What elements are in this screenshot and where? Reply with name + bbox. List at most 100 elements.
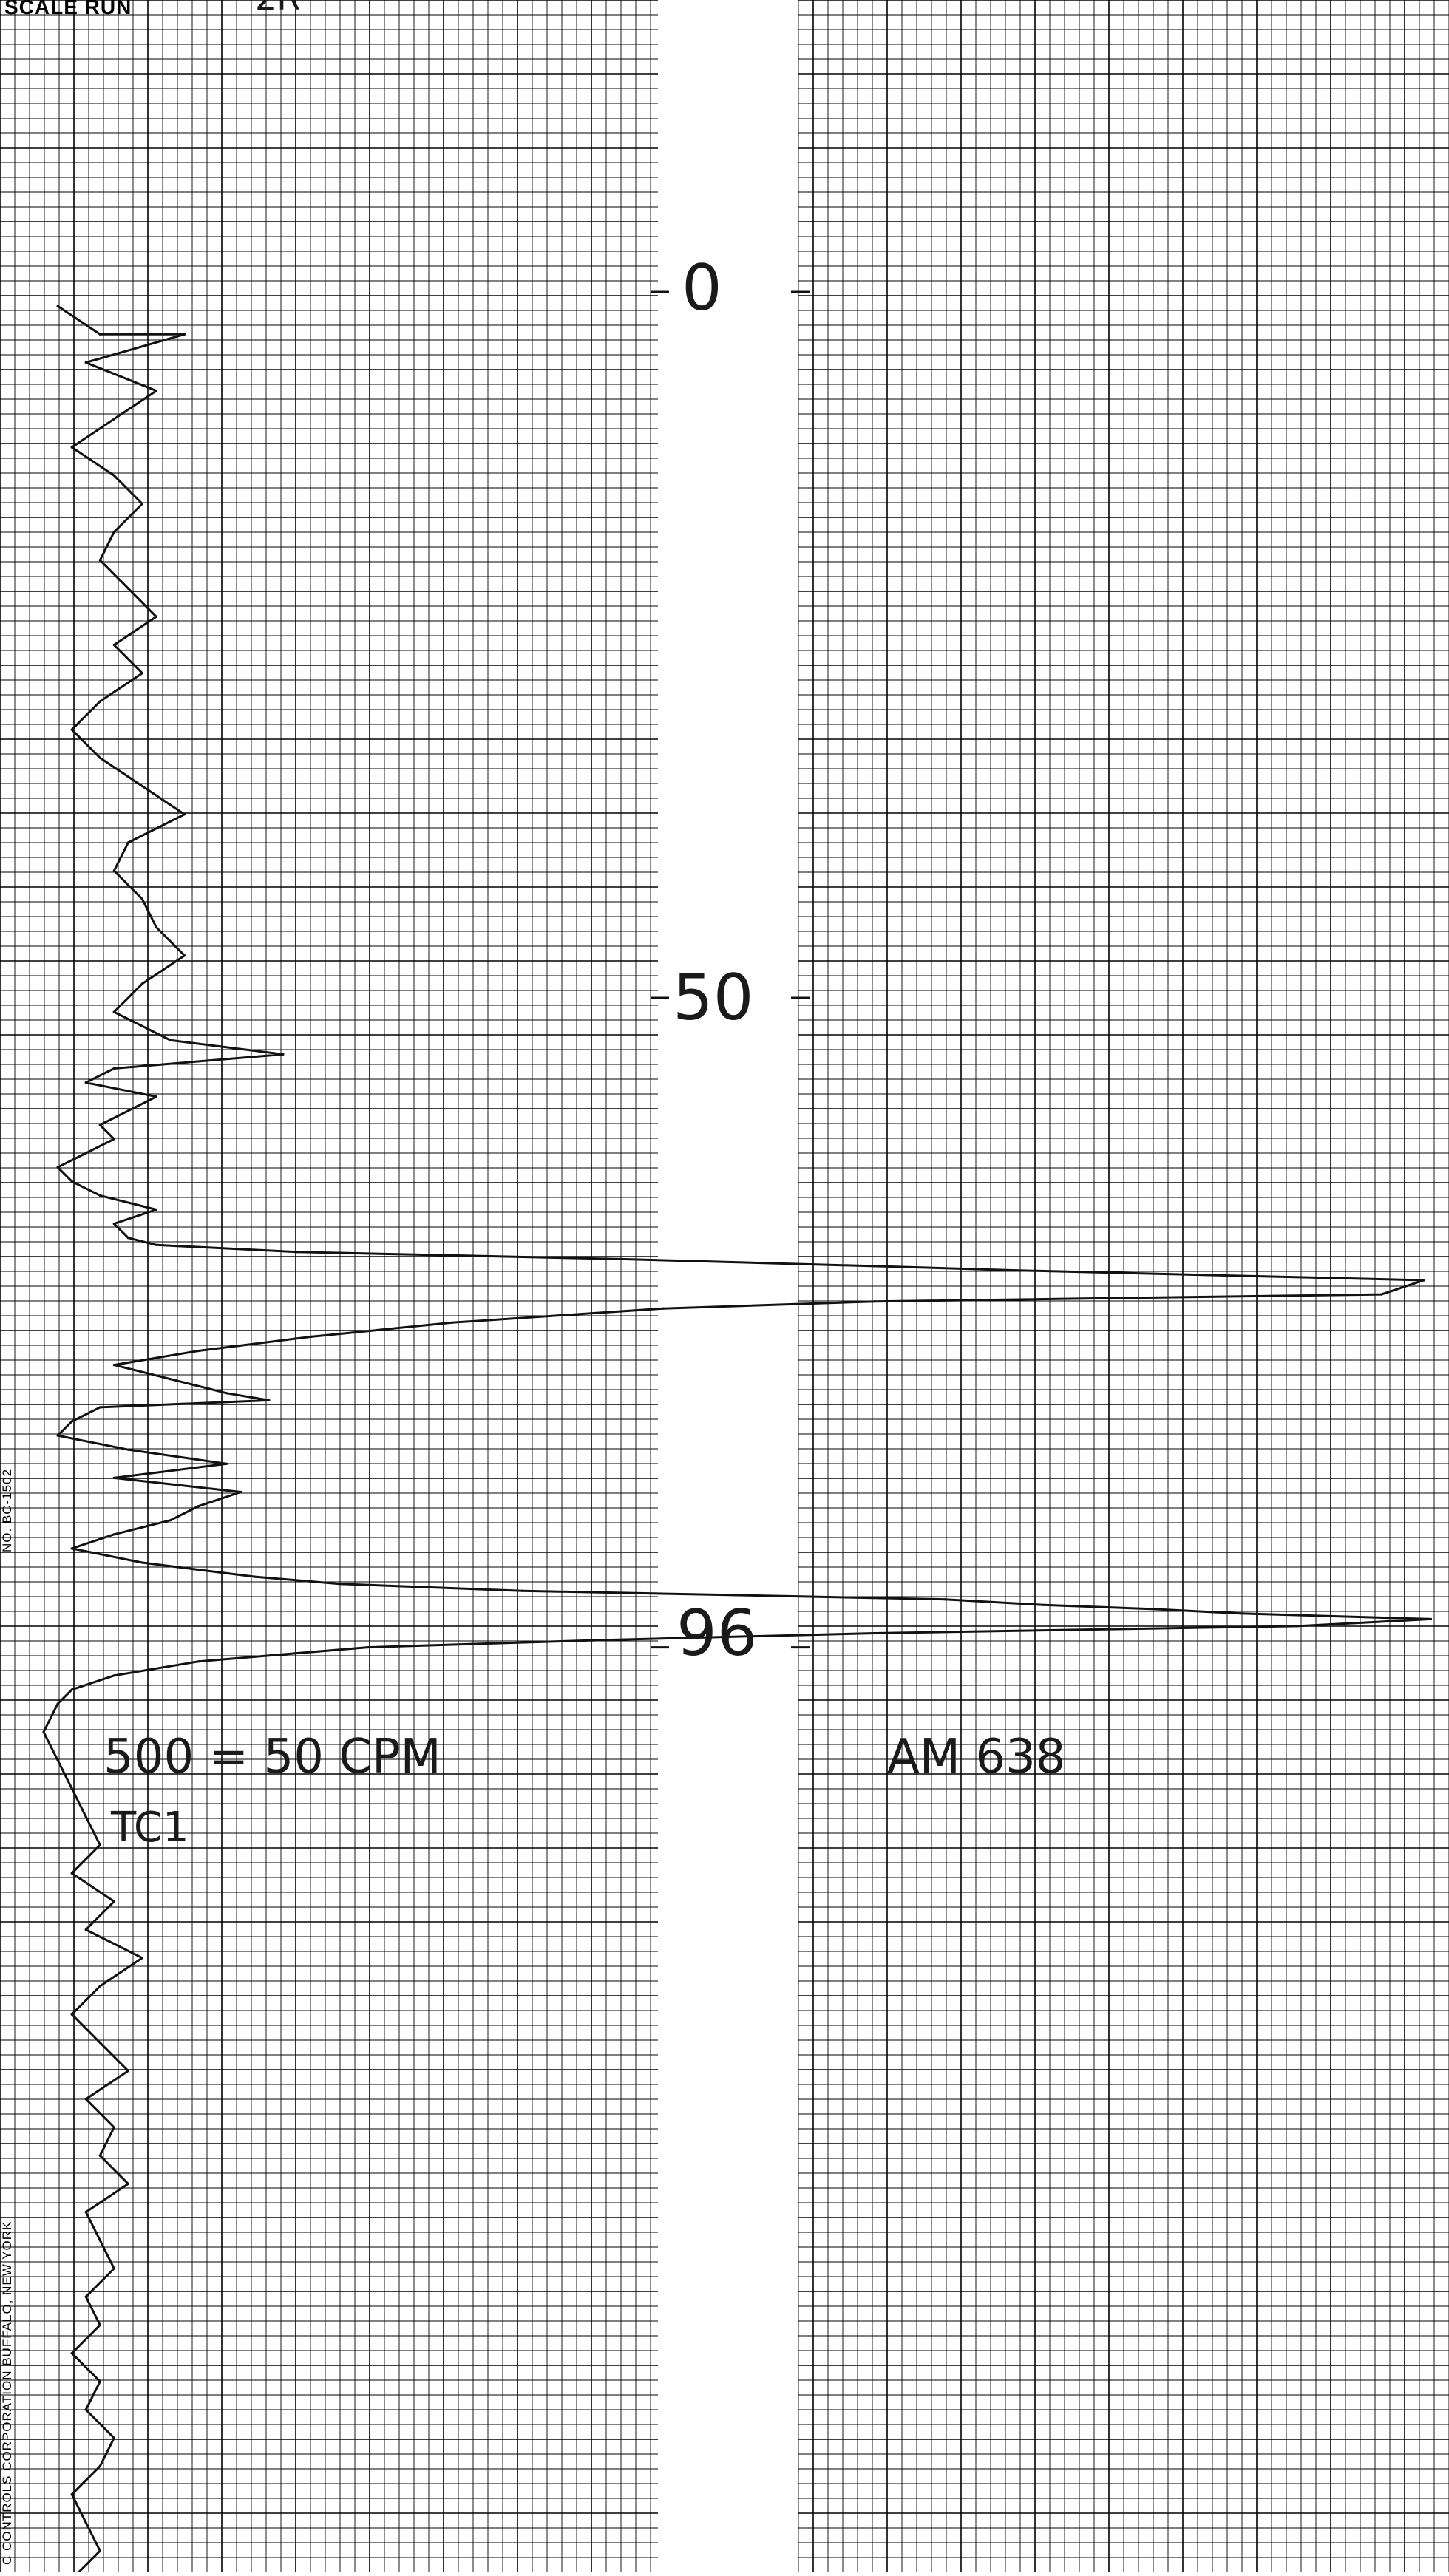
trace-point <box>1014 1269 1017 1272</box>
trace-point <box>70 2493 73 2496</box>
trace-point <box>98 2549 101 2552</box>
trace-point <box>112 1138 115 1141</box>
trace-point <box>140 982 143 985</box>
trace-point <box>268 1399 271 1401</box>
trace-point <box>56 305 59 307</box>
trace-point <box>282 1053 285 1056</box>
trace-point <box>240 1490 242 1494</box>
trace-point <box>98 1985 101 1988</box>
trace-point <box>42 1730 45 1733</box>
scale-mark-50: 50 <box>673 961 754 1035</box>
trace-point <box>310 1335 313 1338</box>
trace-point <box>112 1900 115 1903</box>
trace-point <box>56 1434 59 1437</box>
trace-point <box>56 1702 59 1705</box>
trace-point <box>112 418 115 421</box>
trace-point <box>98 2041 101 2044</box>
trace-point <box>112 2126 115 2129</box>
scale-mark-0: 0 <box>682 251 722 325</box>
trace-point <box>155 615 157 618</box>
trace-point <box>98 2239 101 2242</box>
trace-point <box>98 1406 101 1409</box>
trace-point <box>140 502 143 506</box>
trace-point <box>84 2211 87 2214</box>
trace-point <box>366 1646 369 1649</box>
scale-run-mark: 2R <box>255 0 300 18</box>
trace-point <box>56 1758 59 1761</box>
trace-point <box>521 1589 524 1592</box>
annotation-tc: TC1 <box>111 1804 189 1852</box>
trace-point <box>126 1109 129 1112</box>
chart-number-label: NO. BC-1502 <box>0 1468 14 1552</box>
trace-point <box>197 1569 200 1571</box>
trace-point <box>98 2323 101 2326</box>
trace-point <box>254 1575 257 1578</box>
trace-point <box>1380 1293 1383 1296</box>
trace-point <box>98 2380 101 2383</box>
trace-point <box>1155 1608 1158 1611</box>
trace-point <box>84 2521 87 2524</box>
trace-point <box>1042 1603 1045 1606</box>
trace-point <box>155 390 157 392</box>
trace-point <box>112 869 115 872</box>
trace-point <box>84 1815 87 1818</box>
trace-point <box>155 1208 157 1211</box>
trace-point <box>126 1448 129 1451</box>
trace-point <box>169 1039 172 1041</box>
trace-point <box>225 1392 228 1395</box>
trace-point <box>140 897 143 900</box>
trace-point <box>70 1787 73 1790</box>
trace-point <box>943 1598 946 1601</box>
trace-point <box>873 1631 876 1635</box>
trace-point <box>84 1081 87 1084</box>
scale-run-label: SCALE RUN <box>4 0 132 18</box>
trace-point <box>112 1364 115 1367</box>
trace-point <box>1239 1612 1242 1615</box>
trace-point <box>1295 1625 1299 1628</box>
trace-point <box>197 1505 200 1508</box>
trace-point <box>112 1476 115 1479</box>
trace-point <box>112 643 115 647</box>
trace-layer <box>42 305 1433 2576</box>
manufacturer-label: C CONTROLS CORPORATION BUFFALO, NEW YORK <box>0 2220 14 2565</box>
trace-point <box>84 2098 87 2101</box>
trace-point <box>662 1307 665 1310</box>
trace-point <box>98 1843 101 1846</box>
trace-point <box>140 1957 143 1960</box>
trace-point <box>70 1420 73 1423</box>
trace-point <box>98 559 101 562</box>
trace-point <box>1422 1279 1425 1282</box>
trace-point <box>126 2070 129 2073</box>
trace-point <box>112 1223 115 1226</box>
trace-point <box>98 756 101 759</box>
scale-band <box>658 0 798 2572</box>
trace-point <box>70 1872 73 1875</box>
trace-point <box>98 1124 101 1126</box>
trace-point <box>620 1257 622 1260</box>
annotation-cpm: 500 = 50 CPM <box>104 1730 441 1784</box>
trace-point <box>732 1594 736 1597</box>
trace-point <box>140 672 143 675</box>
scale-tick-layer <box>651 290 810 1649</box>
trace-point <box>140 784 143 788</box>
trace-point <box>112 1010 115 1013</box>
trace-point <box>155 1243 157 1246</box>
trace-point <box>84 2295 87 2298</box>
trace-point <box>126 587 129 590</box>
trace-point <box>112 1067 115 1070</box>
trace-point <box>70 728 73 731</box>
trace-point <box>112 1674 115 1677</box>
trace-point <box>84 2408 87 2411</box>
trace-point <box>70 2352 73 2355</box>
trace-point <box>296 1251 299 1254</box>
trace-point <box>112 531 115 534</box>
trace-point <box>84 1928 87 1931</box>
trace-point <box>98 2464 101 2467</box>
trace-point <box>70 1180 73 1183</box>
trace-point <box>225 1462 228 1465</box>
annotation-am: AM 638 <box>887 1730 1066 1784</box>
trace-point <box>84 1152 87 1155</box>
